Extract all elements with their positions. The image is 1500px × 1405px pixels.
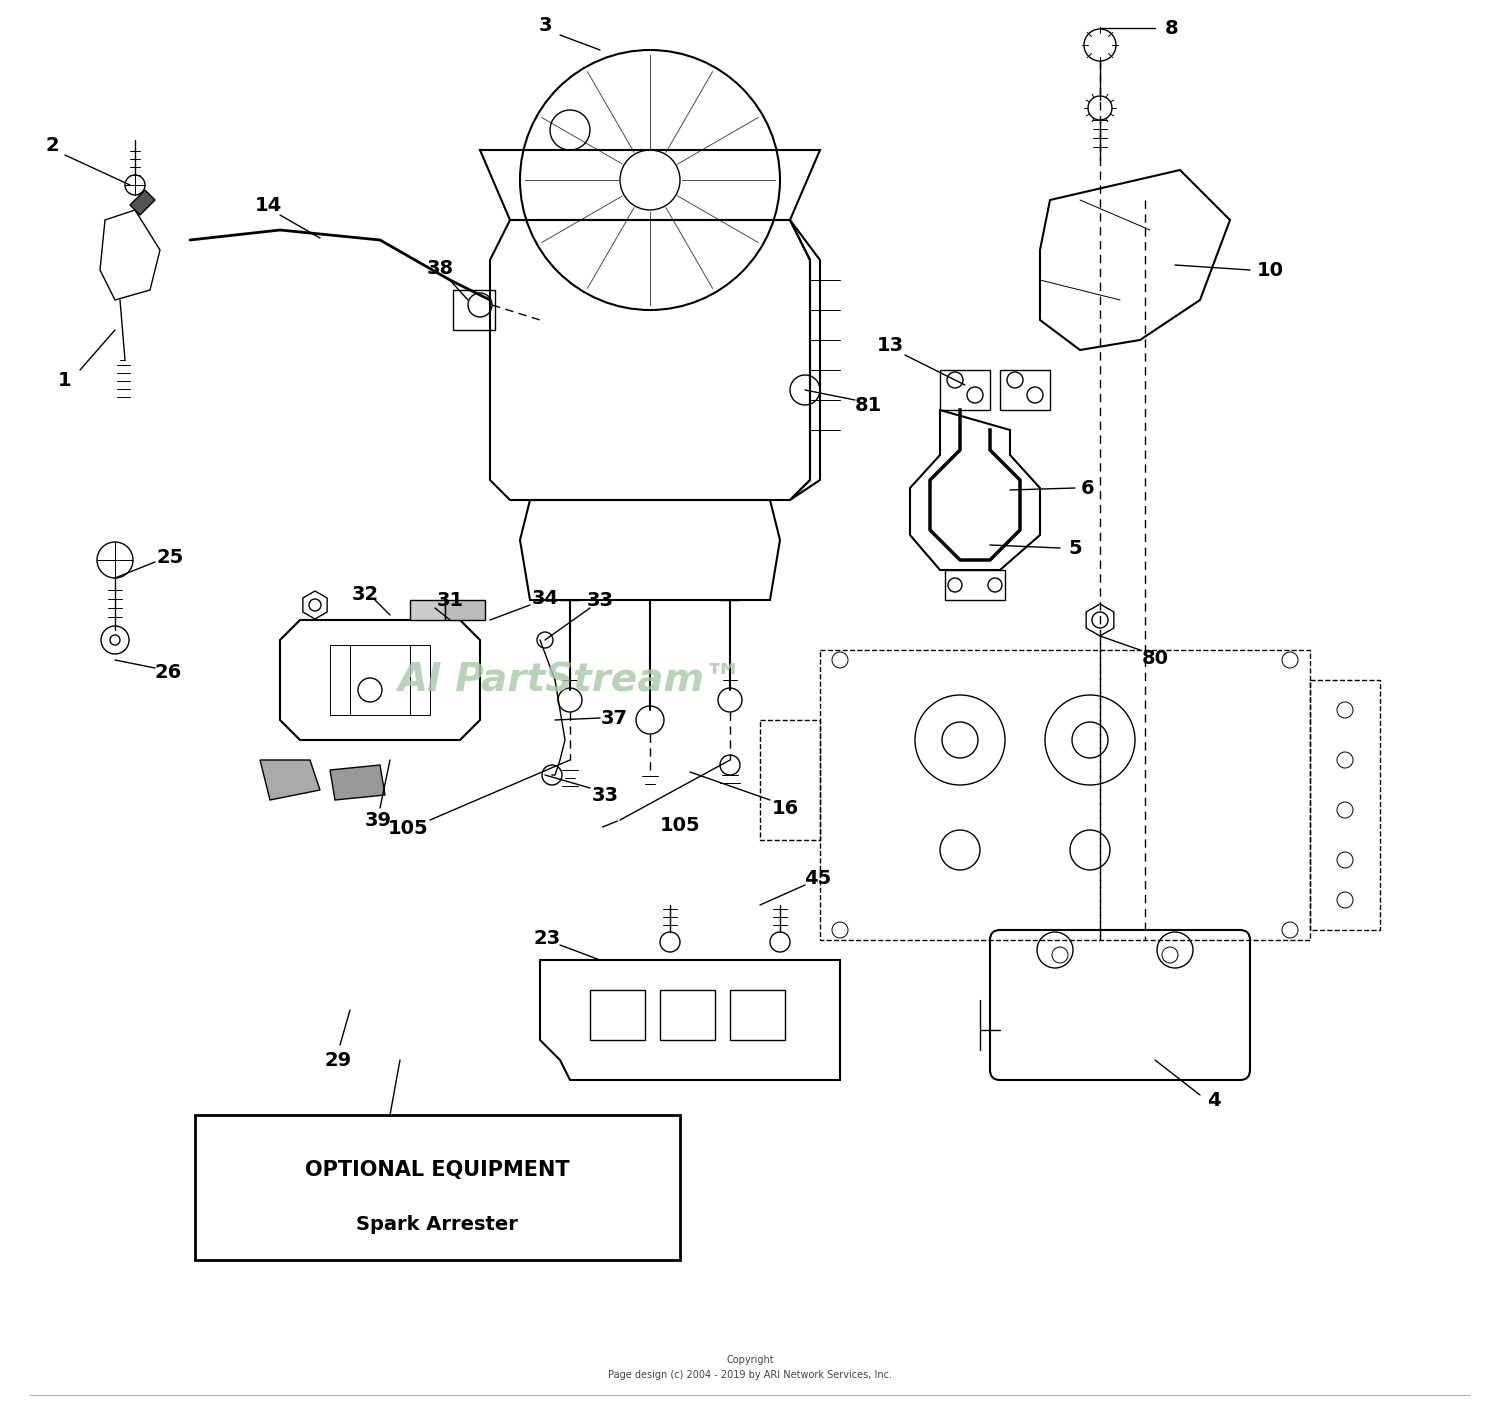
Text: 32: 32 [351, 584, 378, 604]
Text: 4: 4 [1208, 1090, 1221, 1110]
Text: 16: 16 [771, 798, 798, 818]
Text: 31: 31 [436, 590, 463, 610]
Text: 81: 81 [855, 395, 882, 414]
Text: 105: 105 [387, 819, 429, 837]
Text: 38: 38 [426, 259, 453, 278]
Text: 33: 33 [591, 785, 618, 805]
Text: 1: 1 [58, 371, 72, 389]
Text: Page design (c) 2004 - 2019 by ARI Network Services, Inc.: Page design (c) 2004 - 2019 by ARI Netwo… [608, 1370, 892, 1380]
Polygon shape [410, 600, 446, 620]
Text: 29: 29 [324, 1051, 351, 1069]
Text: 14: 14 [255, 195, 282, 215]
Text: Spark Arrester: Spark Arrester [356, 1215, 518, 1235]
Text: 105: 105 [660, 815, 700, 835]
Text: 37: 37 [600, 708, 627, 728]
Polygon shape [330, 764, 386, 799]
Text: 33: 33 [586, 590, 613, 610]
Text: 6: 6 [1082, 479, 1095, 497]
Text: 10: 10 [1257, 260, 1284, 280]
Text: 3: 3 [538, 15, 552, 35]
Polygon shape [130, 190, 154, 215]
Text: 5: 5 [1068, 538, 1082, 558]
Text: 80: 80 [1142, 649, 1168, 667]
Text: Copyright: Copyright [726, 1354, 774, 1366]
Text: 13: 13 [876, 336, 903, 354]
Text: 8: 8 [1166, 18, 1179, 38]
Polygon shape [195, 1116, 680, 1260]
Text: 26: 26 [154, 663, 182, 681]
Text: 34: 34 [531, 589, 558, 607]
Text: 25: 25 [156, 548, 183, 566]
Polygon shape [446, 600, 485, 620]
Text: 23: 23 [534, 929, 561, 947]
Text: 39: 39 [364, 811, 392, 829]
Text: 2: 2 [45, 135, 58, 155]
Text: OPTIONAL EQUIPMENT: OPTIONAL EQUIPMENT [304, 1161, 570, 1180]
Text: AI PartStream™: AI PartStream™ [398, 660, 742, 700]
Text: 45: 45 [804, 868, 831, 888]
Polygon shape [260, 760, 320, 799]
